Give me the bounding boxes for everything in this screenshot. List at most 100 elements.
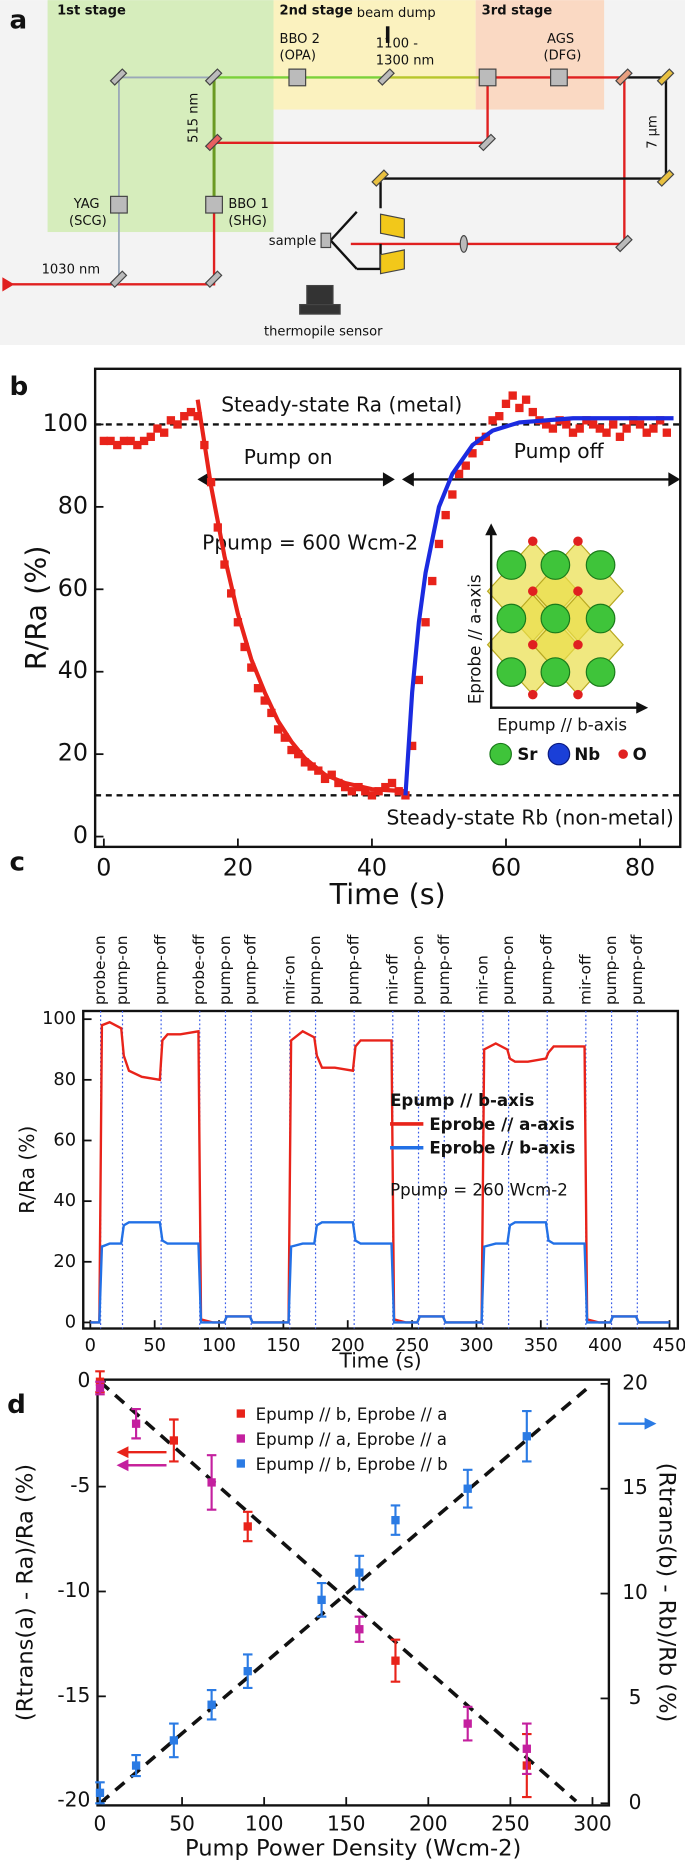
data-point bbox=[387, 778, 397, 788]
data-point bbox=[240, 642, 249, 652]
x-tick-label: 60 bbox=[491, 853, 521, 881]
data-point bbox=[361, 787, 370, 796]
event-label: pump-off bbox=[538, 934, 556, 1005]
data-point bbox=[160, 428, 169, 437]
data-point bbox=[131, 1419, 141, 1428]
y2-tick-label: 15 bbox=[622, 1475, 648, 1499]
legend-label: O bbox=[633, 745, 647, 764]
data-point bbox=[146, 432, 155, 441]
data-point bbox=[106, 436, 115, 446]
data-point bbox=[169, 1736, 179, 1745]
panel-label: a bbox=[10, 6, 28, 36]
data-point bbox=[347, 787, 356, 796]
panel-label: d bbox=[7, 1390, 26, 1420]
y2-tick-label: 0 bbox=[629, 1790, 642, 1814]
legend-label: Nb bbox=[574, 745, 600, 764]
annotation: Eprobe // a-axis bbox=[465, 574, 484, 704]
legend-label: Sr bbox=[517, 745, 538, 764]
data-point bbox=[355, 1568, 364, 1577]
data-point bbox=[169, 1436, 179, 1445]
data-point bbox=[441, 510, 450, 520]
fit-line bbox=[98, 1380, 578, 1803]
x-tick-label: 80 bbox=[625, 853, 655, 881]
y-axis-label: (Rtrans(a) - Ra)/Ra (%) bbox=[13, 1464, 39, 1721]
event-label: mir-off bbox=[576, 954, 594, 1005]
data-point bbox=[508, 391, 517, 400]
x-axis-label: Time (s) bbox=[338, 1349, 421, 1373]
data-point bbox=[113, 440, 122, 450]
data-point bbox=[414, 675, 424, 685]
data-point bbox=[267, 708, 276, 718]
data-point bbox=[317, 1595, 326, 1605]
annotation: Pump on bbox=[244, 445, 333, 469]
data-point bbox=[548, 424, 558, 433]
data-point bbox=[95, 1383, 105, 1393]
data-point bbox=[334, 778, 343, 788]
data-point bbox=[602, 428, 611, 437]
y-tick-label: 40 bbox=[58, 656, 88, 684]
data-point bbox=[562, 420, 571, 429]
panel-label: b bbox=[10, 372, 29, 402]
optic-label: AGS bbox=[547, 32, 574, 47]
annotation: Steady-state Ra (metal) bbox=[221, 393, 462, 417]
optic-label: BBO 2 bbox=[279, 32, 320, 47]
data-point bbox=[131, 1761, 141, 1770]
x-tick-label: 150 bbox=[266, 1335, 300, 1356]
x-tick-label: 40 bbox=[357, 853, 387, 881]
wavelength-label: 1300 nm bbox=[376, 53, 434, 68]
input-arrow bbox=[2, 277, 15, 292]
x-tick-label: 0 bbox=[94, 1811, 107, 1835]
event-label: pump-off bbox=[435, 934, 453, 1005]
wavelength-label: 1100 - bbox=[376, 37, 418, 52]
event-label: mir-on bbox=[280, 955, 298, 1005]
stage3-box bbox=[475, 0, 605, 110]
data-point bbox=[391, 1516, 400, 1525]
data-point bbox=[568, 428, 578, 437]
event-label: pump-on bbox=[216, 935, 234, 1005]
data-point bbox=[588, 420, 598, 429]
legend-label: Epump // a, Eprobe // a bbox=[256, 1430, 447, 1449]
data-point bbox=[528, 407, 537, 417]
y-tick-label: 0 bbox=[78, 1368, 91, 1392]
data-point bbox=[355, 1625, 364, 1634]
y-tick-label: 60 bbox=[53, 1129, 76, 1150]
y-tick-label: -10 bbox=[57, 1578, 90, 1602]
y-axis-label: R/Ra (%) bbox=[20, 546, 53, 671]
x-tick-label: 300 bbox=[459, 1335, 493, 1356]
data-point bbox=[448, 490, 457, 499]
stage-label: 2nd stage bbox=[279, 3, 353, 18]
event-label: mir-on bbox=[473, 955, 491, 1005]
y-tick-label: -15 bbox=[57, 1683, 90, 1707]
data-point bbox=[307, 762, 316, 771]
data-point bbox=[139, 436, 149, 446]
event-label: mir-off bbox=[383, 954, 401, 1005]
stage-label: 1st stage bbox=[57, 3, 126, 18]
data-point bbox=[521, 395, 531, 404]
optic-label: YAG bbox=[73, 197, 100, 212]
data-point bbox=[381, 782, 390, 792]
data-point bbox=[207, 1478, 216, 1487]
legend-label: Epump // b, Eprobe // b bbox=[256, 1455, 448, 1474]
plot-frame bbox=[93, 367, 682, 849]
x-tick-label: 300 bbox=[573, 1811, 612, 1835]
x-tick-label: 0 bbox=[85, 1335, 96, 1356]
legend-label: Eprobe // b-axis bbox=[429, 1139, 575, 1158]
y-tick-label: 60 bbox=[58, 574, 88, 602]
y2-tick-label: 20 bbox=[622, 1370, 648, 1394]
event-label: pump-off bbox=[242, 934, 260, 1005]
event-label: pump-off bbox=[345, 934, 363, 1005]
annotation: Epump // b-axis bbox=[497, 715, 627, 734]
y-tick-label: 0 bbox=[73, 821, 88, 849]
data-point bbox=[126, 436, 135, 446]
data-point bbox=[407, 741, 417, 751]
x-axis-label: Time (s) bbox=[329, 878, 446, 911]
data-point bbox=[320, 774, 330, 784]
optic-label: thermopile sensor bbox=[264, 325, 383, 340]
optic-label: BBO 1 bbox=[228, 197, 269, 212]
data-point bbox=[609, 420, 618, 429]
fit-line bbox=[98, 1382, 594, 1805]
data-point bbox=[622, 424, 631, 433]
y2-tick-label: 10 bbox=[622, 1580, 648, 1604]
y-tick-label: 100 bbox=[43, 409, 88, 437]
data-point bbox=[575, 424, 584, 433]
